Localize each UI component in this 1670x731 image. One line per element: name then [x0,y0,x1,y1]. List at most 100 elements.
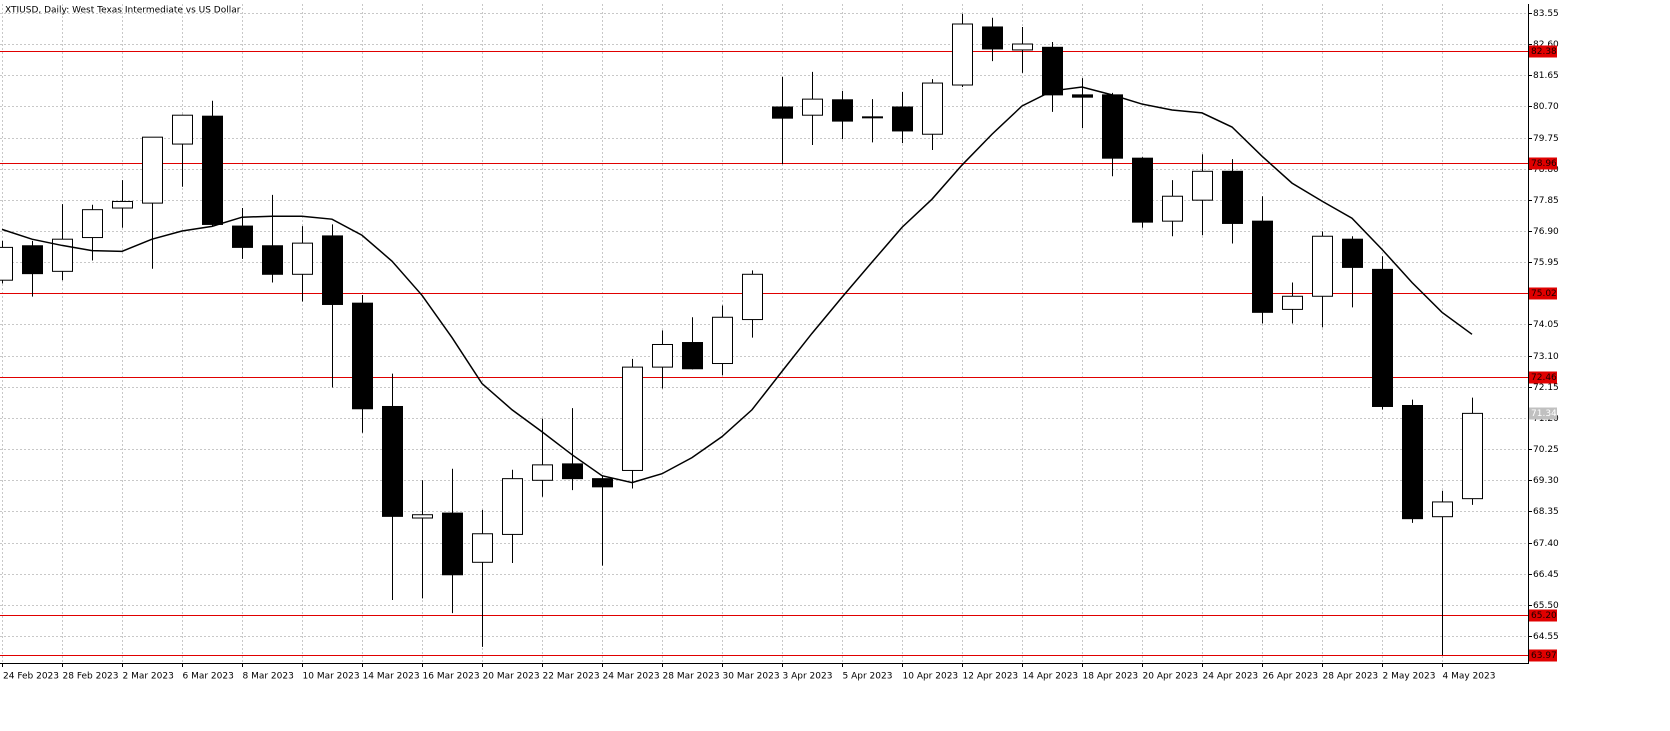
candle-body [262,245,283,275]
x-tick-label: 2 May 2023 [1383,672,1436,682]
x-tick-label: 14 Apr 2023 [1023,672,1079,682]
candle-body [1402,405,1423,520]
candle-body [1222,170,1243,224]
level-label-box [1529,649,1557,662]
candle-body [1252,220,1273,313]
x-tick-label: 20 Apr 2023 [1143,672,1199,682]
axes: 83.55 82.60 81.65 80.70 79.75 78.80 77.85 76.90… [0,4,1559,682]
candle-body [172,114,193,145]
candle-body [712,316,733,365]
level-label: 75.02 [1531,289,1557,299]
level-label: 65.20 [1531,611,1557,621]
candle-body [952,23,973,86]
chart-title: XTIUSD, Daily: West Texas Intermediate v… [5,6,241,16]
y-tick-label: 81.65 [1533,71,1559,81]
candle-body [1312,235,1333,297]
candle-body [652,343,673,368]
candle-body [1132,157,1153,223]
y-tick-label: 67.40 [1533,539,1559,549]
level-label-box [1529,609,1557,622]
x-tick-label: 18 Apr 2023 [1083,672,1139,682]
candle-body [82,209,103,239]
y-tick-label: 72.15 [1533,383,1559,393]
candle-body [322,235,343,305]
x-tick-label: 3 Apr 2023 [783,672,833,682]
y-tick-label: 83.55 [1533,9,1559,19]
candle-body [532,464,553,481]
candle-body [832,99,853,122]
x-tick-label: 24 Feb 2023 [3,672,59,682]
x-tick-label: 5 Apr 2023 [843,672,893,682]
x-tick-label: 20 Mar 2023 [483,672,540,682]
candle-body [232,225,253,248]
candle-body [592,478,613,488]
candle-body [292,242,313,275]
level-label: 82.38 [1531,47,1557,57]
moving-average [1,86,1473,484]
level-label-box [1529,45,1557,58]
level-label: 63.97 [1531,651,1557,661]
candle-body [1342,238,1363,268]
candle-body [112,200,133,209]
y-tick-label: 70.25 [1533,445,1559,455]
x-tick-label: 6 Mar 2023 [183,672,234,682]
y-tick-label: 76.90 [1533,227,1559,237]
candle-body [622,366,643,471]
candle-body [202,115,223,225]
x-tick-label: 22 Mar 2023 [543,672,600,682]
y-tick-label: 66.45 [1533,570,1559,580]
candle-body [1162,195,1183,222]
y-tick-label: 79.75 [1533,134,1559,144]
x-tick-label: 14 Mar 2023 [363,672,420,682]
x-tick-label: 28 Apr 2023 [1323,672,1379,682]
candle-body [1042,46,1063,96]
candle-body [862,116,883,119]
x-tick-label: 24 Mar 2023 [603,672,660,682]
candle-body [22,245,43,275]
candle-body [1012,43,1033,51]
x-tick-label: 4 May 2023 [1443,672,1496,682]
candle-body [922,82,943,135]
candle-body [52,238,73,272]
x-tick-label: 28 Mar 2023 [663,672,720,682]
candle-body [412,514,433,519]
candle-body [1102,94,1123,159]
x-tick-label: 16 Mar 2023 [423,672,480,682]
candle-body [502,478,523,535]
candle-body [982,26,1003,50]
x-tick-label: 30 Mar 2023 [723,672,780,682]
level-label: 72.46 [1531,373,1557,383]
x-tick-label: 26 Apr 2023 [1263,672,1319,682]
level-label-box [1529,287,1557,300]
candle-body [1282,295,1303,310]
y-tick-label: 77.85 [1533,196,1559,206]
candle-body [382,405,403,517]
y-tick-label: 82.60 [1533,40,1559,50]
y-tick-label: 75.95 [1533,258,1559,268]
candle-body [772,106,793,119]
y-tick-label: 69.30 [1533,476,1559,486]
candle-body [1372,268,1393,407]
y-tick-label: 73.10 [1533,352,1559,362]
level-label: 78.96 [1531,159,1557,169]
x-tick-label: 24 Apr 2023 [1203,672,1259,682]
candle-body [1432,501,1453,518]
candle-body [1462,412,1483,500]
candle-body [352,302,373,410]
y-tick-label: 65.50 [1533,601,1559,611]
x-tick-label: 10 Apr 2023 [903,672,959,682]
level-label-box [1529,371,1557,384]
candle-body [562,463,583,480]
y-tick-label: 68.35 [1533,507,1559,517]
candle-body [682,342,703,370]
candle-body [1072,94,1093,98]
candle-body [0,246,13,281]
candle-body [802,98,823,116]
candle-body [472,533,493,563]
y-tick-label: 78.80 [1533,165,1559,175]
level-label-box [1529,157,1557,170]
candle-body [442,512,463,576]
plot [0,13,1528,656]
y-tick-label: 64.55 [1533,632,1559,642]
